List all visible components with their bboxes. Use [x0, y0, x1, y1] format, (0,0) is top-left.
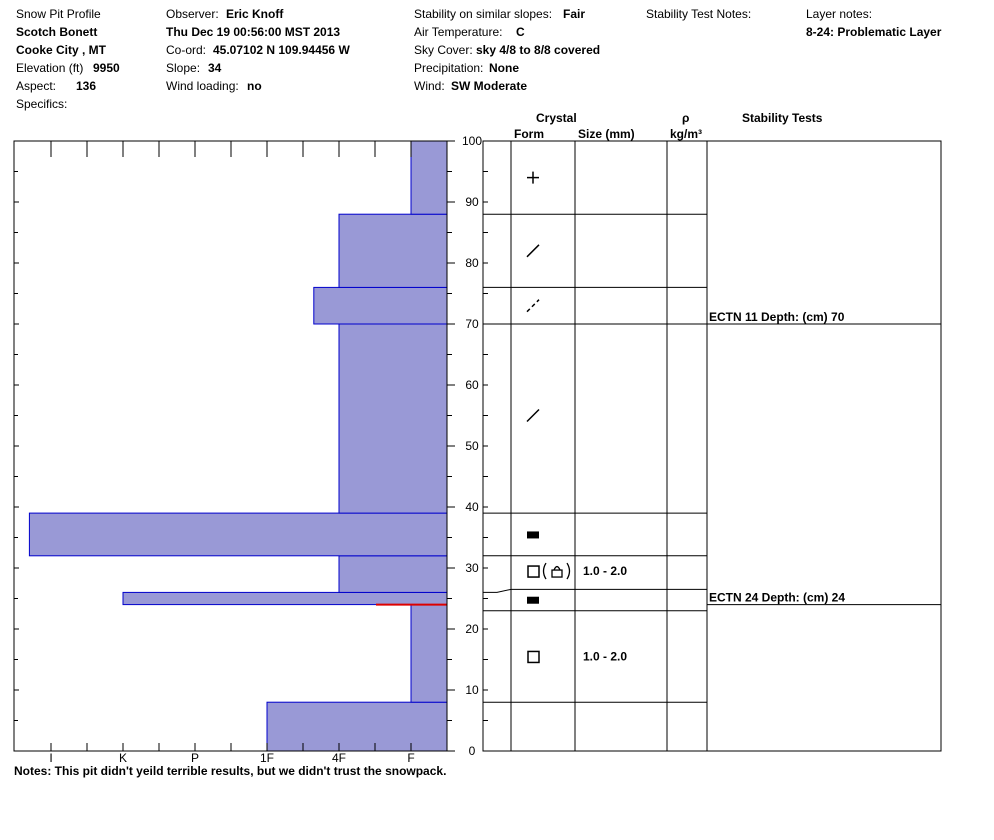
crystal-header: Crystal: [536, 111, 577, 125]
depth-axis-label: 80: [465, 256, 479, 270]
crystal-size-label: 1.0 - 2.0: [583, 649, 627, 663]
coord-label: Co-ord:: [166, 43, 207, 57]
depth-axis-label: 70: [465, 317, 479, 331]
hardness-layer-bar: [28, 512, 448, 557]
crystal-form-slash-icon: [526, 408, 540, 423]
hardness-tick-label: I: [49, 751, 52, 765]
stability-label: Stability on similar slopes:: [414, 7, 553, 21]
air-temp-value: C: [516, 25, 525, 39]
pit-profile-title: Snow Pit Profile: [16, 7, 101, 21]
slope-label: Slope:: [166, 61, 201, 75]
density-unit-header: kg/m³: [670, 127, 703, 141]
precipitation-value: None: [489, 61, 519, 75]
air-temp-label: Air Temperature:: [414, 25, 503, 39]
specifics-label: Specifics:: [16, 97, 68, 111]
hardness-tick-label: 1F: [260, 751, 274, 765]
form-header: Form: [514, 127, 544, 141]
crystal-form-square-icon: [527, 650, 540, 664]
layer-note: 8-24: Problematic Layer: [806, 25, 942, 39]
layer-connector-line: [483, 588, 512, 593]
hardness-tick-label: F: [407, 751, 414, 765]
wind-loading-value: no: [247, 79, 262, 93]
lock-body-shape: [551, 569, 563, 578]
observer-value: Eric Knoff: [226, 7, 284, 21]
depth-axis-label: 100: [462, 134, 482, 148]
observation-datetime: Thu Dec 19 00:56:00 MST 2013: [166, 25, 341, 39]
crystal-form-square-paren-lock-icon: [527, 562, 571, 580]
wind-loading-label: Wind loading:: [166, 79, 239, 93]
density-symbol-header: ρ: [682, 111, 690, 125]
depth-axis-label: 60: [465, 378, 479, 392]
hardness-tick-label: 4F: [332, 751, 346, 765]
aspect-label: Aspect:: [16, 79, 57, 93]
left-paren-shape: [542, 562, 547, 580]
aspect-value: 136: [76, 79, 97, 93]
lock-shackle-shape: [553, 565, 561, 571]
hardness-layer-bar: [266, 701, 448, 752]
hardness-layer-bar: [338, 213, 448, 288]
hardness-layer-bar: [313, 286, 448, 325]
slash-stroke: [526, 244, 540, 258]
pit-notes: Notes: This pit didn't yeild terrible re…: [14, 764, 447, 778]
crystal-form-slash-icon: [526, 244, 540, 258]
pit-location: Cooke City , MT: [16, 43, 107, 57]
slash-stroke: [526, 408, 540, 423]
stability-value: Fair: [563, 7, 586, 21]
slope-value: 34: [208, 61, 222, 75]
observer-label: Observer:: [166, 7, 219, 21]
depth-axis-label: 90: [465, 195, 479, 209]
solid-rect-shape: [527, 596, 539, 604]
hardness-layer-bar: [410, 140, 448, 215]
crystal-form-solid-rect-icon: [527, 531, 539, 539]
depth-axis-label: 40: [465, 500, 479, 514]
sky-cover-value: sky 4/8 to 8/8 covered: [476, 43, 601, 57]
stability-test-label: ECTN 11 Depth: (cm) 70: [709, 310, 845, 324]
size-header: Size (mm): [578, 127, 635, 141]
dashed-slash-stroke: [526, 299, 540, 313]
depth-axis-label: 30: [465, 561, 479, 575]
crystal-form-dashed-slash-icon: [526, 299, 540, 313]
wind-label: Wind:: [414, 79, 445, 93]
depth-axis-label: 10: [465, 683, 479, 697]
crystal-form-solid-rect-icon: [527, 596, 539, 604]
depth-axis-label: 50: [465, 439, 479, 453]
hardness-tick-label: P: [191, 751, 199, 765]
hardness-layer-bar: [410, 604, 448, 703]
hardness-layer-bar: [338, 323, 448, 514]
crystal-size-label: 1.0 - 2.0: [583, 564, 627, 578]
hardness-layer-bar: [122, 591, 448, 606]
layer-notes-label: Layer notes:: [806, 7, 873, 21]
square-shape: [527, 565, 540, 578]
wind-value: SW Moderate: [451, 79, 528, 93]
elevation-value: 9950: [93, 61, 120, 75]
depth-axis-label: 20: [465, 622, 479, 636]
coord-value: 45.07102 N 109.94456 W: [213, 43, 350, 57]
stability-tests-header: Stability Tests: [742, 111, 823, 125]
hardness-tick-label: K: [119, 751, 127, 765]
stability-test-label: ECTN 24 Depth: (cm) 24: [709, 591, 845, 605]
right-paren-shape: [566, 562, 571, 580]
elevation-label: Elevation (ft): [16, 61, 84, 75]
square-shape: [527, 650, 540, 664]
solid-rect-shape: [527, 531, 539, 539]
stability-test-notes-label: Stability Test Notes:: [646, 7, 752, 21]
hardness-layer-bar: [338, 555, 448, 593]
layer-table-frame: [482, 140, 942, 752]
pit-name: Scotch Bonett: [16, 25, 98, 39]
sky-cover-label: Sky Cover:: [414, 43, 473, 57]
precipitation-label: Precipitation:: [414, 61, 484, 75]
depth-axis-label: 0: [469, 744, 476, 758]
crystal-form-plus-icon: [527, 171, 539, 184]
